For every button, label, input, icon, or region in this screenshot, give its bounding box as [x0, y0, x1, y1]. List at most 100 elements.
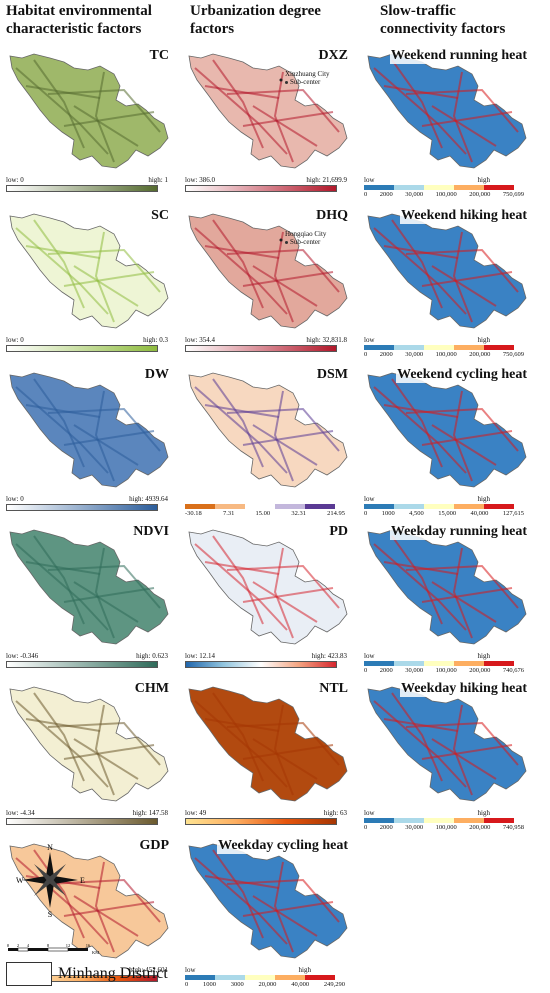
- panel-chm: CHM low: -4.34 high: 147.58: [4, 679, 174, 829]
- legend-color-bar: [6, 345, 158, 352]
- legend-tick: 2000: [379, 667, 393, 674]
- legend-tick: 0: [364, 510, 368, 517]
- panel-title: PD: [328, 524, 349, 540]
- legend-high: high: [477, 809, 490, 817]
- annotation-sub-center: Xinzhuang City Sub-center: [285, 70, 330, 86]
- legend-ticks: -30.18 7.31 15.00 32.31 214.95: [185, 510, 345, 517]
- legend-color-bar: [364, 661, 514, 666]
- panel-dhq: DHQ Hongqiao City Sub-center low: 354.4 high…: [183, 206, 353, 356]
- panel-title: Weekend hiking heat: [399, 208, 528, 224]
- scale-unit: KM: [92, 950, 99, 955]
- legend-low: low: [364, 336, 375, 344]
- panel-tc: TC low: 0 high: 1: [4, 46, 174, 196]
- legend-tick: 40,000: [470, 510, 489, 517]
- legend-low: low: 49: [185, 809, 207, 817]
- map-pd: [188, 529, 348, 645]
- legend-tick: 1000: [203, 981, 217, 988]
- scale-tick-0: 0: [7, 943, 10, 948]
- legend-wdhh: low high 0 2000 30,000 100,000 200,000 740,958: [364, 809, 530, 831]
- legend-low: low: 0: [6, 176, 24, 184]
- legend-tick: 2000: [379, 824, 393, 831]
- legend-tick: 15,000: [438, 510, 457, 517]
- legend-tick: 750,609: [502, 351, 524, 358]
- legend-whh: low high 0 2000 30,000 100,000 200,000 750,609: [364, 336, 530, 358]
- legend-high: high: [477, 652, 490, 660]
- panel-title: GDP: [138, 838, 170, 854]
- legend-low: low: 12.14: [185, 652, 215, 660]
- panel-dxz: DXZ Xinzhuang City Sub-center low: 386.0 hig…: [183, 46, 353, 196]
- legend-high: high: 1: [148, 176, 168, 184]
- legend-tick: 30,000: [405, 351, 424, 358]
- map-dsm: [188, 372, 348, 488]
- column-title-urbanization: Urbanization degree factors: [190, 3, 321, 37]
- legend-tick: 32.31: [291, 510, 306, 517]
- scale-tick-4: 12: [66, 943, 71, 948]
- legend-low: low: [364, 809, 375, 817]
- legend-tick: 30,000: [405, 191, 424, 198]
- legend-ticks: 0 2000 30,000 100,000 200,000 740,676: [364, 667, 524, 674]
- legend-pd: low: 12.14 high: 423.83: [185, 652, 351, 672]
- legend-color-bar: [6, 504, 158, 511]
- map-chm: [9, 686, 169, 802]
- legend-sc: low: 0 high: 0.3: [6, 336, 172, 356]
- legend-wdch: low high 0 1000 3000 20,000 40,000 249,290: [185, 966, 351, 988]
- legend-high: high: [477, 176, 490, 184]
- legend-high: high: [477, 495, 490, 503]
- legend-low: low: [364, 652, 375, 660]
- legend-tick: 249,290: [323, 981, 345, 988]
- legend-ticks: 0 1000 3000 20,000 40,000 249,290: [185, 981, 345, 988]
- legend-color-bar: [185, 185, 337, 192]
- legend-tick: 200,000: [469, 667, 491, 674]
- map-wrh: [367, 53, 527, 169]
- legend-high: high: 0.3: [143, 336, 168, 344]
- legend-color-bar: [364, 504, 514, 509]
- legend-ndvi: low: -0.346 high: 0.623: [6, 652, 172, 672]
- map-wdhh: [367, 686, 527, 802]
- legend-color-bar: [185, 975, 335, 980]
- scale-tick-2: 4: [27, 943, 30, 948]
- panel-title: Weekday hiking heat: [399, 681, 528, 697]
- legend-tick: 2000: [379, 191, 393, 198]
- map-sc: [9, 213, 169, 329]
- legend-dhq: low: 354.4 high: 32,831.8: [185, 336, 351, 356]
- legend-high: high: 21,699.9: [306, 176, 347, 184]
- legend-low: low: 0: [6, 336, 24, 344]
- panel-dsm: DSM -30.18 7.31 15.00 32.31 214.95: [183, 365, 353, 517]
- legend-tick: 100,000: [435, 351, 457, 358]
- legend-ntl: low: 49 high: 63: [185, 809, 351, 829]
- legend-high: high: [298, 966, 311, 974]
- legend-color-bar: [185, 504, 335, 509]
- scale-tick-5: 16: [86, 943, 91, 948]
- legend-high: high: 147.58: [132, 809, 168, 817]
- legend-dsm: -30.18 7.31 15.00 32.31 214.95: [185, 495, 351, 517]
- panel-title: Weekend running heat: [389, 48, 528, 64]
- legend-tick: 200,000: [469, 191, 491, 198]
- legend-low: low: 386.0: [185, 176, 215, 184]
- legend-high: high: 452,601: [129, 966, 168, 974]
- panel-wch: Weekend cycling heat low high 0 1000 4,500 15,…: [362, 365, 532, 517]
- panel-wdch: Weekday cycling heat low high 0 1000 3000 20,0…: [183, 836, 353, 988]
- legend-tick: 0: [364, 667, 368, 674]
- legend-ticks: 0 2000 30,000 100,000 200,000 750,609: [364, 351, 524, 358]
- panel-title: DSM: [315, 367, 349, 383]
- compass-rose-icon: [22, 852, 78, 908]
- legend-wch: low high 0 1000 4,500 15,000 40,000 127,615: [364, 495, 530, 517]
- column-title-habitat: Habitat environmental characteristic fac…: [6, 3, 152, 37]
- legend-tick: 740,958: [502, 824, 524, 831]
- panel-title: Weekday cycling heat: [217, 838, 349, 854]
- legend-tick: 200,000: [469, 351, 491, 358]
- legend-tick: 15.00: [255, 510, 271, 517]
- legend-wrh: low high 0 2000 30,000 100,000 200,000 750,699: [364, 176, 530, 198]
- panel-title: SC: [150, 208, 170, 224]
- legend-tick: 100,000: [435, 191, 457, 198]
- legend-tc: low: 0 high: 1: [6, 176, 172, 196]
- panel-title: DHQ: [315, 208, 349, 224]
- legend-ticks: 0 2000 30,000 100,000 200,000 740,958: [364, 824, 524, 831]
- annotation-sub-center: Hongqiao City Sub-center: [285, 230, 327, 246]
- legend-wdrh: low high 0 2000 30,000 100,000 200,000 740,676: [364, 652, 530, 674]
- panel-dw: DW low: 0 high: 4939.64: [4, 365, 174, 515]
- legend-high: high: 32,831.8: [306, 336, 347, 344]
- panel-title: DW: [143, 367, 170, 383]
- legend-tick: 0: [364, 351, 368, 358]
- map-tc: [9, 53, 169, 169]
